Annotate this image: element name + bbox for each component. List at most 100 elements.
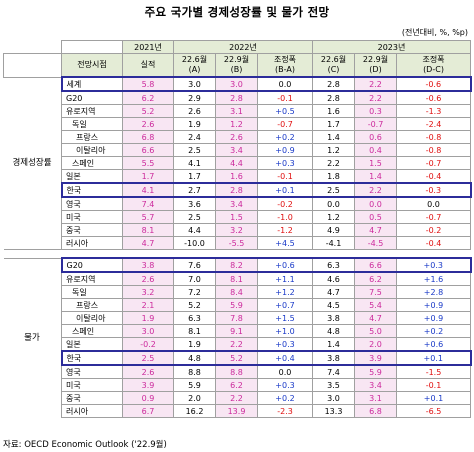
c-value: 4.9	[312, 223, 355, 237]
corner-cell-3	[3, 53, 62, 78]
table-row: 한국 2.5 4.8 5.2 +0.4 3.8 3.9 +0.1	[4, 350, 472, 366]
b-value: 13.9	[215, 404, 258, 418]
col-23-d-header: 22.9월 (D)	[354, 53, 397, 78]
actual-value: 3.2	[122, 285, 174, 299]
ba-adjustment: -0.1	[257, 90, 313, 105]
ba-adjustment: +1.0	[257, 324, 313, 338]
dc-adjustment: -0.4	[396, 169, 471, 184]
dc-adjustment: +0.9	[396, 311, 471, 325]
a-value: 2.9	[173, 90, 216, 105]
d-value: 0.6	[354, 130, 397, 144]
ba-adjustment: +1.2	[257, 285, 313, 299]
actual-value: 2.6	[122, 364, 174, 379]
table-row: 영국 2.6 8.8 8.8 0.0 7.4 5.9 -1.5	[4, 364, 471, 379]
table-title: 주요 국가별 경제성장률 및 물가 전망	[144, 5, 330, 19]
table-row: 미국 5.7 2.5 1.5 -1.0 1.2 0.5 -0.7	[4, 210, 471, 224]
table-row: G20 6.2 2.9 2.8 -0.1 2.8 2.2 -0.6	[4, 90, 471, 105]
d-value: 2.2	[354, 182, 397, 198]
dc-adjustment: +1.6	[396, 271, 471, 286]
country-name: 이탈리아	[61, 143, 123, 157]
dc-adjustment: 0.0	[396, 196, 471, 211]
d-value: 4.7	[354, 311, 397, 325]
outlook-header: 전망시점	[61, 53, 123, 78]
d-value: 5.9	[354, 364, 397, 379]
actual-value: 1.7	[122, 169, 174, 184]
ba-adjustment: -0.7	[257, 117, 313, 131]
table-row: 스페인 3.0 8.1 9.1 +1.0 4.8 5.0 +0.2	[4, 324, 471, 338]
a-value: 2.6	[173, 104, 216, 118]
ba-adjustment: +0.3	[257, 156, 313, 170]
a-value: 4.4	[173, 223, 216, 237]
d-value: 4.7	[354, 223, 397, 237]
gap-cell	[215, 249, 258, 259]
b-value: 2.8	[215, 182, 258, 198]
outlook-table: 2021년 2022년 2023년 전망시점 실적 22.6월 (A) 22.9월 (…	[3, 40, 472, 418]
gap-cell	[312, 249, 355, 259]
actual-value: 1.9	[122, 311, 174, 325]
a-value: 7.2	[173, 285, 216, 299]
d-value: 1.5	[354, 156, 397, 170]
d-value: 1.4	[354, 169, 397, 184]
d-value: 0.4	[354, 143, 397, 157]
c-value: 1.4	[312, 130, 355, 144]
a-value: 7.6	[173, 257, 216, 273]
b-value: 3.0	[215, 76, 258, 92]
dc-adjustment: +0.6	[396, 337, 471, 352]
b-value: 8.4	[215, 285, 258, 299]
ba-adjustment: +0.7	[257, 298, 313, 312]
country-name: 일본	[61, 337, 123, 352]
c-value: 0.0	[312, 196, 355, 211]
d-value: 0.3	[354, 104, 397, 118]
country-name: G20	[60, 257, 123, 273]
actual-value: 3.8	[122, 257, 174, 273]
ba-adjustment: +0.3	[257, 337, 313, 352]
ba-adjustment: +1.1	[257, 271, 313, 286]
c-value: 1.4	[312, 337, 355, 352]
dc-adjustment: -0.7	[396, 156, 471, 170]
c-value: 1.2	[312, 210, 355, 224]
a-value: 1.9	[173, 117, 216, 131]
c-value: -4.1	[312, 236, 355, 250]
a-value: 1.9	[173, 337, 216, 352]
dc-adjustment: -0.8	[396, 143, 471, 157]
gap-cell	[122, 249, 174, 259]
c-value: 7.4	[312, 364, 355, 379]
country-name: 일본	[61, 169, 123, 184]
b-value: 4.4	[215, 156, 258, 170]
dc-adjustment: -0.6	[396, 90, 471, 105]
dc-adjustment: +0.2	[396, 324, 471, 338]
c-value: 6.3	[312, 257, 355, 273]
actual-value: 2.5	[122, 350, 174, 366]
dc-adjustment: -0.4	[396, 236, 471, 250]
country-name: 영국	[61, 196, 123, 211]
a-value: 7.0	[173, 271, 216, 286]
d-value: -4.5	[354, 236, 397, 250]
ba-adjustment: 0.0	[257, 364, 313, 379]
country-name: 스페인	[61, 156, 123, 170]
actual-value: 2.1	[122, 298, 174, 312]
c-value: 1.8	[312, 169, 355, 184]
a-value: 2.4	[173, 130, 216, 144]
actual-value: 6.2	[122, 90, 174, 105]
gap-cell	[354, 249, 397, 259]
d-value: 3.4	[354, 378, 397, 392]
table-row: 러시아 4.7 -10.0 -5.5 +4.5 -4.1 -4.5 -0.4	[4, 236, 471, 250]
a-value: 4.1	[173, 156, 216, 170]
section-label: 경제성장률	[3, 77, 62, 250]
a-value: 5.2	[173, 298, 216, 312]
c-value: 3.8	[312, 350, 355, 366]
year-2021-header: 2021년	[122, 40, 174, 54]
table-row: 프랑스 6.8 2.4 2.6 +0.2 1.4 0.6 -0.8	[4, 130, 471, 144]
c-value: 2.8	[312, 90, 355, 105]
c-value: 1.2	[312, 143, 355, 157]
d-value: 6.6	[354, 257, 397, 273]
dc-adjustment: +0.3	[396, 257, 472, 273]
ba-adjustment: -0.1	[257, 169, 313, 184]
ba-adjustment: +0.9	[257, 143, 313, 157]
b-value: 1.5	[215, 210, 258, 224]
country-name: 프랑스	[61, 130, 123, 144]
d-value: 2.2	[354, 76, 397, 92]
ba-adjustment: +0.6	[257, 257, 313, 273]
c-value: 4.8	[312, 324, 355, 338]
country-name: 프랑스	[61, 298, 123, 312]
